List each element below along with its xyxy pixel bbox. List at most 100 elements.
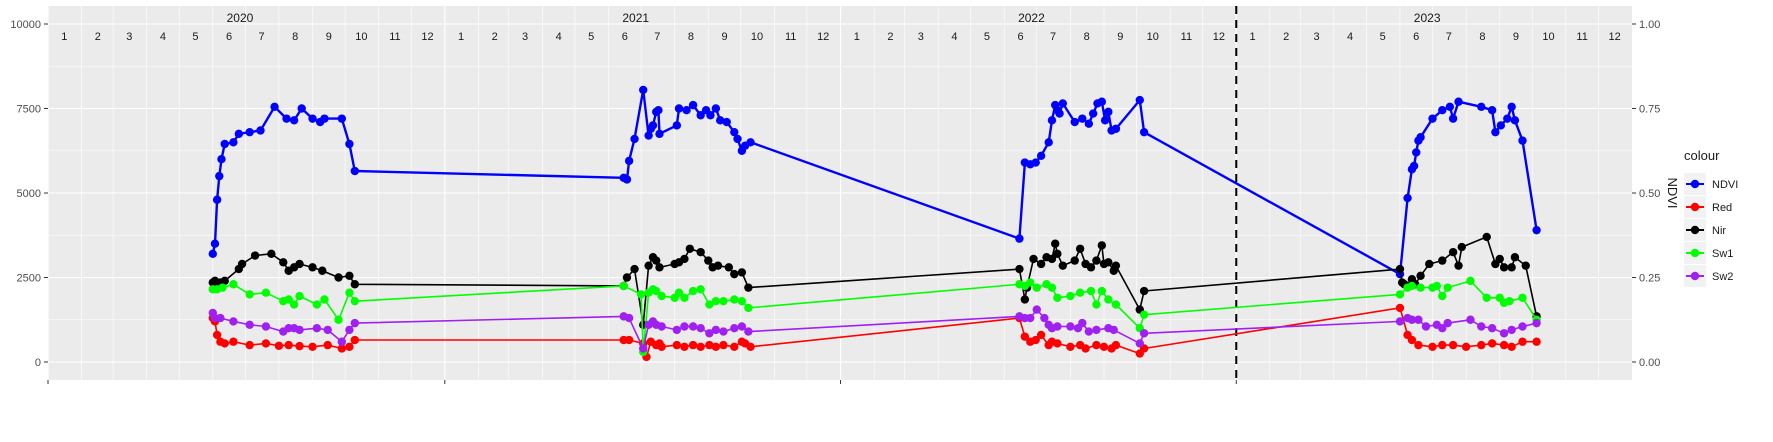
data-point-sw1	[334, 315, 343, 324]
data-point-sw2	[1040, 313, 1049, 323]
data-point-ndvi	[1058, 99, 1068, 108]
data-point-sw1	[719, 296, 728, 306]
data-point-red	[274, 341, 284, 350]
data-point-ndvi	[220, 139, 229, 149]
data-point-sw1	[1466, 276, 1475, 286]
y-right-tick-label: 0.25	[1639, 273, 1660, 285]
data-point-sw2	[680, 322, 689, 331]
data-point-sw2	[1407, 315, 1417, 324]
month-label: 7	[654, 31, 660, 43]
data-point-ndvi	[1416, 133, 1425, 142]
data-point-ndvi	[1135, 95, 1144, 105]
data-point-ndvi	[217, 155, 226, 164]
data-point-nir	[1097, 241, 1107, 250]
data-point-sw2	[312, 324, 322, 333]
legend-label: Red	[1712, 202, 1732, 214]
y-right-tick-label: 0.00	[1639, 357, 1660, 369]
data-point-nir	[1058, 261, 1068, 270]
legend: colour NDVI Red Nir Sw1 Sw2	[1684, 148, 1738, 287]
legend-key-point	[1690, 202, 1700, 212]
data-point-red	[1099, 342, 1109, 351]
data-point-sw2	[1066, 322, 1075, 331]
series-layer	[208, 6, 1541, 380]
month-label: 1	[458, 31, 464, 43]
data-point-nir	[744, 283, 753, 292]
legend-label: Nir	[1712, 225, 1726, 237]
data-point-nir	[1020, 295, 1030, 304]
data-point-ndvi	[674, 104, 684, 113]
data-point-ndvi	[308, 114, 317, 123]
data-point-red	[719, 340, 728, 350]
data-point-nir	[655, 263, 664, 272]
data-point-sw2	[245, 320, 254, 330]
data-point-red	[212, 330, 222, 340]
month-label: 12	[1213, 31, 1225, 43]
legend-key-point	[1690, 179, 1700, 189]
data-point-red	[1428, 342, 1437, 351]
data-point-red	[1518, 337, 1527, 346]
data-point-nir	[680, 254, 689, 264]
month-label: 3	[1313, 31, 1319, 43]
data-point-nir	[1454, 261, 1463, 270]
data-point-sw2	[350, 318, 360, 328]
data-point-ndvi	[706, 111, 715, 120]
data-point-ndvi	[1507, 102, 1516, 112]
data-point-ndvi	[210, 239, 220, 248]
month-label: 6	[226, 31, 232, 43]
data-point-nir	[724, 263, 734, 272]
data-point-ndvi	[1403, 193, 1412, 203]
month-label: 10	[1147, 31, 1159, 43]
data-point-nir	[1510, 253, 1520, 262]
data-point-ndvi	[282, 114, 291, 123]
data-point-sw2	[1487, 324, 1497, 333]
data-point-red	[1477, 340, 1486, 350]
data-point-ndvi	[1078, 114, 1087, 123]
data-point-ndvi	[297, 104, 306, 113]
data-point-sw2	[696, 324, 705, 333]
month-label: 7	[1050, 31, 1056, 43]
data-point-sw2	[229, 317, 238, 326]
y-left-tick-label: 7500	[17, 104, 41, 116]
data-point-sw1	[674, 288, 684, 297]
data-point-sw1	[1111, 300, 1121, 309]
year-label: 2023	[1414, 11, 1441, 25]
data-point-ndvi	[1044, 138, 1053, 147]
month-label: 9	[1513, 31, 1519, 43]
data-point-sw2	[624, 313, 634, 323]
data-point-sw1	[619, 281, 628, 291]
data-point-ndvi	[1445, 102, 1455, 112]
data-point-sw1	[1092, 300, 1101, 309]
data-point-red	[1499, 340, 1509, 350]
series-sw2	[208, 305, 1541, 353]
data-point-ndvi	[1097, 97, 1107, 106]
data-point-sw2	[1421, 322, 1431, 331]
series-line-sw2	[212, 308, 1537, 350]
data-point-sw2	[1507, 325, 1516, 335]
data-point-sw2	[1026, 313, 1035, 323]
y-right-tick-label: 0.50	[1639, 188, 1660, 200]
legend-item-ndvi: NDVI	[1684, 173, 1738, 195]
data-point-sw2	[737, 322, 747, 331]
data-point-sw1	[1139, 310, 1149, 319]
data-point-sw1	[744, 303, 753, 313]
data-point-sw1	[1053, 293, 1062, 302]
month-label: 5	[1380, 31, 1386, 43]
data-point-sw1	[1432, 281, 1442, 291]
data-point-sw1	[1104, 295, 1113, 304]
data-point-red	[350, 335, 360, 345]
data-point-nir	[350, 280, 360, 289]
data-point-sw1	[1086, 286, 1096, 296]
data-point-ndvi	[234, 129, 244, 139]
data-point-red	[711, 342, 721, 351]
data-point-ndvi	[1487, 105, 1497, 115]
data-point-nir	[704, 256, 713, 265]
data-point-sw1	[1482, 293, 1491, 302]
data-point-red	[1092, 340, 1101, 350]
data-point-ndvi	[696, 111, 705, 120]
data-point-red	[220, 339, 229, 348]
data-point-sw2	[705, 329, 714, 338]
data-point-sw2	[345, 325, 354, 335]
data-point-sw2	[337, 337, 347, 346]
month-label: 10	[355, 31, 367, 43]
data-point-ndvi	[245, 127, 254, 137]
